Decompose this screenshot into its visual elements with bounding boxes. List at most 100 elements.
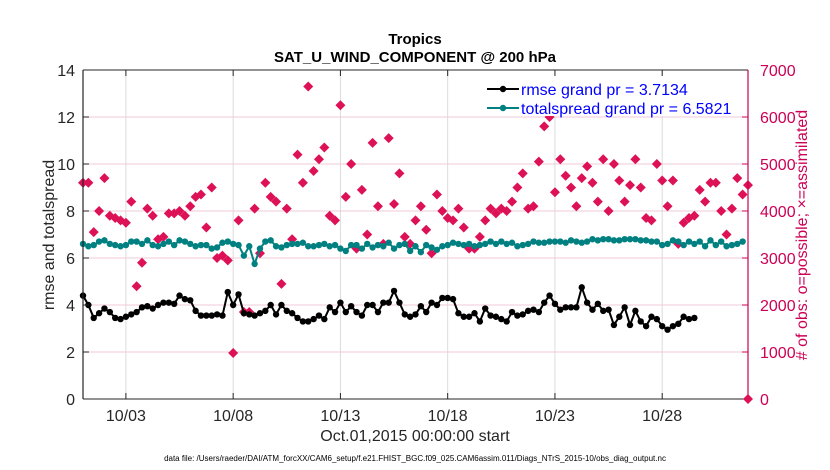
obs-point (335, 100, 346, 111)
totalspread-point (342, 247, 349, 255)
rmse-point (170, 300, 178, 308)
obs-point (539, 121, 550, 132)
obs-point (265, 191, 276, 202)
rmse-point (90, 314, 97, 322)
totalspread-point (149, 241, 156, 249)
totalspread-point (111, 241, 119, 249)
totalspread-point (465, 240, 473, 248)
totalspread-point (669, 237, 677, 244)
rmse-point (144, 302, 151, 310)
obs-point (587, 177, 598, 188)
y2-tick-label: 2000 (760, 298, 796, 315)
totalspread-point (557, 238, 564, 245)
rmse-point (321, 315, 328, 323)
rmse-point (235, 291, 242, 298)
obs-point (705, 177, 716, 188)
obs-point (582, 161, 593, 172)
rmse-point (423, 308, 430, 316)
totalspread-point (541, 239, 548, 246)
rmse-point (621, 304, 628, 311)
rmse-point (449, 295, 457, 303)
rmse-point (653, 315, 661, 323)
rmse-point (262, 307, 269, 315)
totalspread-point (551, 238, 559, 245)
totalspread-point (653, 238, 661, 245)
obs-point (549, 187, 560, 198)
rmse-point (487, 312, 494, 319)
obs-point (120, 217, 131, 228)
rmse-point (465, 313, 473, 320)
rmse-point (514, 312, 521, 319)
totalspread-point (519, 241, 526, 249)
obs-point (249, 203, 260, 214)
totalspread-point (294, 240, 301, 248)
rmse-point (160, 299, 167, 306)
y2-axis-label: # of obs: o=possible; ×=assimilated (794, 110, 811, 360)
chart-title: Tropics (388, 31, 441, 48)
obs-point (421, 224, 432, 235)
totalspread-point (305, 243, 312, 250)
rmse-series (79, 283, 698, 333)
totalspread-point (144, 237, 151, 244)
totalspread-point (423, 241, 430, 249)
rmse-point (224, 288, 231, 296)
totalspread-point (680, 241, 687, 249)
obs-point (297, 177, 308, 188)
rmse-point (256, 310, 264, 317)
rmse-point (503, 318, 510, 325)
totalspread-point (637, 237, 644, 244)
obs-point (367, 137, 378, 148)
totalspread-point (353, 241, 360, 249)
totalspread-point (514, 243, 521, 250)
rmse-point (213, 311, 221, 318)
totalspread-point (203, 241, 210, 249)
totalspread-point (691, 240, 698, 248)
obs-point (458, 222, 469, 233)
y-tick-label: 10 (57, 157, 75, 174)
rmse-point (380, 299, 387, 306)
obs-point (136, 257, 147, 268)
totalspread-point (331, 241, 339, 249)
rmse-point (658, 322, 666, 330)
rmse-point (208, 312, 215, 319)
obs-point (292, 149, 303, 160)
rmse-point (106, 308, 114, 316)
obs-point (603, 206, 614, 216)
totalspread-point (712, 241, 720, 249)
rmse-point (288, 310, 296, 317)
rmse-point (578, 284, 585, 291)
totalspread-point (685, 238, 693, 245)
totalspread-point (658, 241, 666, 249)
rmse-point (246, 311, 253, 318)
rmse-point (594, 300, 602, 308)
rmse-point (272, 311, 280, 318)
totalspread-point (213, 244, 221, 251)
rmse-point (664, 326, 671, 333)
totalspread-point (664, 240, 671, 248)
totalspread-point (632, 236, 639, 243)
obs-point (512, 182, 523, 193)
rmse-point (310, 315, 317, 323)
rmse-point (455, 310, 462, 317)
totalspread-point (101, 237, 108, 244)
rmse-point (337, 299, 344, 306)
rmse-point (138, 304, 146, 311)
y2-tick-label: 4000 (760, 204, 796, 221)
totalspread-point (401, 240, 408, 248)
obs-point (630, 154, 641, 165)
totalspread-point (256, 245, 264, 252)
rmse-point (165, 299, 173, 306)
totalspread-point (428, 244, 435, 251)
totalspread-point (90, 241, 97, 249)
rmse-point (519, 311, 526, 318)
obs-point (592, 196, 603, 207)
y2-tick-label: 6000 (760, 110, 796, 127)
obs-point (303, 81, 314, 92)
y-tick-label: 0 (66, 392, 75, 409)
obs-point (576, 173, 587, 184)
rmse-point (203, 312, 210, 319)
obs-point (480, 215, 491, 226)
obs-point (608, 159, 619, 169)
totalspread-point (482, 240, 489, 248)
